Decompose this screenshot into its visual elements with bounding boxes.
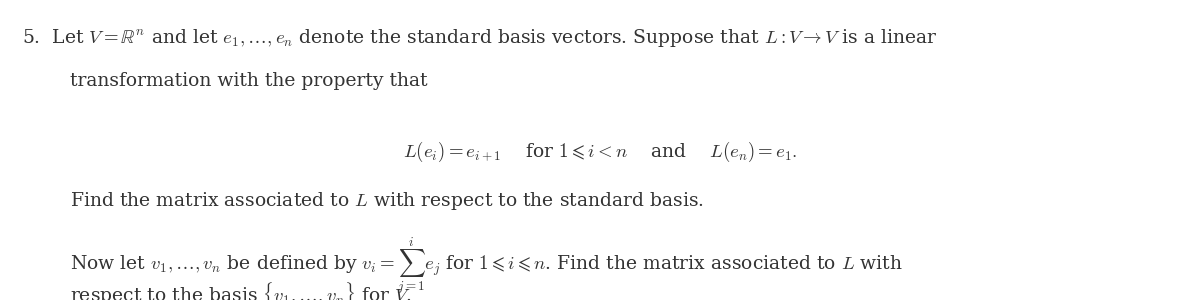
Text: Find the matrix associated to $L$ with respect to the standard basis.: Find the matrix associated to $L$ with r… [70,190,703,212]
Text: 5.  Let $V = \mathbb{R}^n$ and let $e_1, \ldots, e_n$ denote the standard basis : 5. Let $V = \mathbb{R}^n$ and let $e_1, … [22,27,937,49]
Text: transformation with the property that: transformation with the property that [70,72,427,90]
Text: respect to the basis $\{v_1, \ldots, v_n\}$ for $V$.: respect to the basis $\{v_1, \ldots, v_n… [70,280,410,300]
Text: Now let $v_1, \ldots, v_n$ be defined by $v_i = \sum_{j=1}^{i} e_j$ for $1 \leqs: Now let $v_1, \ldots, v_n$ be defined by… [70,236,902,297]
Text: $L(e_i) = e_{i+1}$    for $1 \leqslant i < n$    and    $L(e_n) = e_1.$: $L(e_i) = e_{i+1}$ for $1 \leqslant i < … [403,140,797,164]
